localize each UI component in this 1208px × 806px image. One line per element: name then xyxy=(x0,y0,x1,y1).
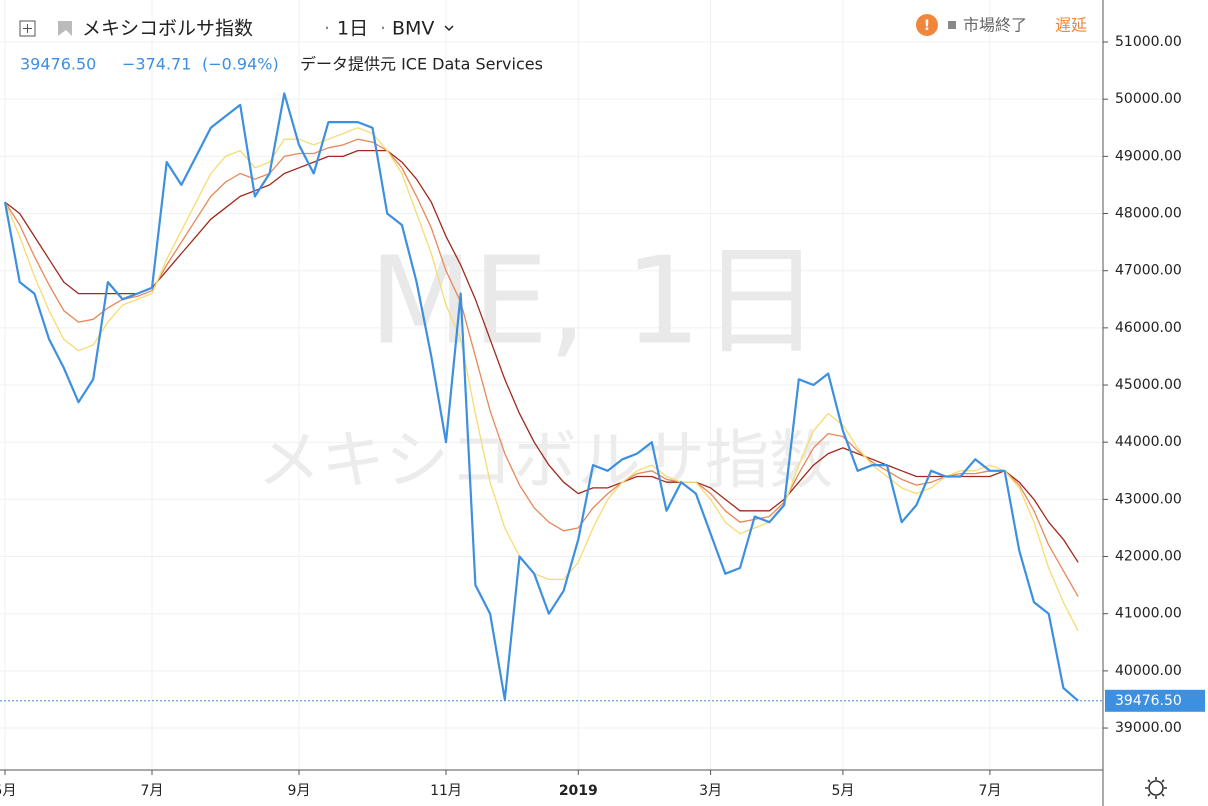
y-tick-label: 45000.00 xyxy=(1115,377,1182,393)
watermark-sub: メキシコボルサ指数 xyxy=(257,425,833,499)
x-tick-label: 5月 xyxy=(831,783,854,799)
x-tick-label: 3月 xyxy=(699,783,722,799)
y-tick-label: 41000.00 xyxy=(1115,606,1182,622)
lines xyxy=(0,92,1103,702)
change: −374.71 xyxy=(122,55,191,74)
x-axis: 5月 7月 9月 11月 2019 3月 5月 7月 xyxy=(0,770,1001,799)
collapse-icon-plus xyxy=(23,24,32,33)
y-tick-label: 50000.00 xyxy=(1115,91,1182,107)
exchange-caret[interactable] xyxy=(444,25,454,32)
y-tick-label: 42000.00 xyxy=(1115,549,1182,565)
settings-icon[interactable] xyxy=(1148,780,1164,796)
y-tick-label: 48000.00 xyxy=(1115,206,1182,222)
ma-line xyxy=(4,138,1079,597)
x-tick-label: 2019 xyxy=(559,783,598,799)
last-price-tag xyxy=(1105,689,1205,712)
separator: · xyxy=(324,18,330,40)
x-tick-label: 5月 xyxy=(0,783,16,799)
y-tick-label: 51000.00 xyxy=(1115,34,1182,50)
watermark: ME, 1日 xyxy=(369,233,821,372)
grid xyxy=(0,0,1103,770)
flag-icon[interactable] xyxy=(58,21,72,36)
data-source: データ提供元 ICE Data Services xyxy=(300,55,543,74)
price-line xyxy=(3,92,1079,702)
y-axis: 39000.00 40000.00 41000.00 42000.00 43000.00… xyxy=(1103,34,1205,736)
interval: 1日 xyxy=(337,18,368,40)
ma-line xyxy=(4,149,1079,563)
separator: · xyxy=(380,18,386,40)
x-tick-label: 9月 xyxy=(288,783,311,799)
y-tick-label: 40000.00 xyxy=(1115,663,1182,679)
last-price: 39476.50 xyxy=(20,55,96,74)
status-dot xyxy=(948,21,956,29)
x-tick-label: 7月 xyxy=(978,783,1001,799)
symbol-title: メキシコボルサ指数 xyxy=(82,18,253,40)
y-tick-label: 47000.00 xyxy=(1115,263,1182,279)
y-tick-label: 49000.00 xyxy=(1115,148,1182,164)
alert-icon-mark: ! xyxy=(924,18,930,34)
exchange[interactable]: BMV xyxy=(392,18,434,40)
market-status: 市場終了 xyxy=(963,16,1027,35)
x-tick-label: 11月 xyxy=(430,783,462,799)
collapse-icon[interactable] xyxy=(19,20,36,37)
last-price-tag-label: 39476.50 xyxy=(1115,693,1182,709)
y-tick-label: 46000.00 xyxy=(1115,320,1182,336)
y-tick-label: 43000.00 xyxy=(1115,491,1182,507)
settings-icon-teeth xyxy=(1145,777,1167,799)
change-pct: (−0.94%) xyxy=(202,55,279,74)
x-tick-label: 7月 xyxy=(141,783,164,799)
y-tick-label: 44000.00 xyxy=(1115,434,1182,450)
y-tick-label: 39000.00 xyxy=(1115,720,1182,736)
alert-icon[interactable] xyxy=(916,14,938,36)
delay-status: 遅延 xyxy=(1055,16,1087,35)
ma-line xyxy=(4,127,1079,632)
